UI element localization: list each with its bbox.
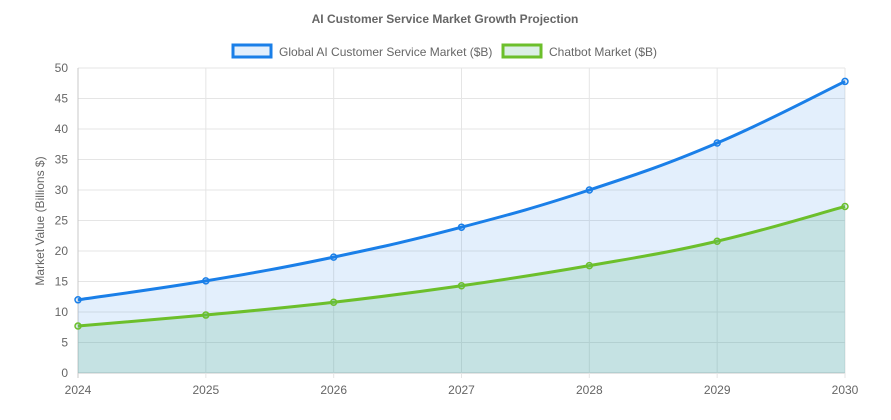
x-tick-label: 2025 [192, 383, 219, 397]
y-tick-label: 25 [55, 214, 69, 228]
grid [77, 67, 846, 378]
y-tick-label: 30 [55, 183, 69, 197]
legend-swatch-chatbot [501, 43, 543, 59]
series-line-0 [77, 80, 846, 302]
data-point[interactable] [457, 282, 466, 290]
y-tick-label: 40 [55, 122, 69, 136]
data-point[interactable] [457, 223, 466, 231]
data-point[interactable] [841, 202, 849, 211]
y-tick-label: 20 [55, 244, 69, 258]
y-tick-label: 5 [61, 336, 68, 350]
y-tick-label: 45 [55, 92, 69, 106]
data-point[interactable] [713, 139, 721, 147]
data-point[interactable] [585, 261, 594, 270]
x-tick-label: 2028 [576, 383, 603, 397]
y-tick-label: 15 [55, 275, 69, 289]
data-point[interactable] [329, 253, 338, 261]
y-tick-label: 10 [55, 305, 69, 319]
legend-item-global[interactable]: Global AI Customer Service Market ($B) [231, 43, 492, 59]
data-point[interactable] [74, 322, 82, 330]
x-tick-label: 2027 [448, 383, 475, 397]
x-tick-label: 2024 [65, 383, 92, 397]
data-point[interactable] [329, 298, 338, 306]
data-point[interactable] [202, 311, 210, 319]
x-tick-label: 2026 [320, 383, 347, 397]
legend-label-global: Global AI Customer Service Market ($B) [279, 45, 492, 59]
data-point[interactable] [202, 277, 210, 285]
legend-label-chatbot: Chatbot Market ($B) [549, 45, 657, 59]
y-tick-label: 0 [61, 366, 68, 380]
series-area-1 [78, 206, 845, 373]
y-tick-label: 35 [55, 153, 69, 167]
x-tick-label: 2030 [832, 383, 859, 397]
y-axis-label: Market Value (Billions $) [33, 156, 47, 285]
chart-title: AI Customer Service Market Growth Projec… [312, 12, 579, 26]
data-point[interactable] [585, 186, 594, 194]
legend-swatch-global [231, 43, 273, 59]
data-point[interactable] [841, 77, 849, 86]
data-point[interactable] [713, 237, 721, 245]
y-tick-label: 50 [55, 61, 69, 75]
x-axis-ticks: 2024 2025 2026 2027 2028 2029 2030 [65, 383, 859, 397]
legend: Global AI Customer Service Market ($B) C… [231, 43, 657, 59]
series-line-1 [77, 205, 846, 328]
series-points [74, 77, 849, 330]
x-tick-label: 2029 [704, 383, 731, 397]
legend-item-chatbot[interactable]: Chatbot Market ($B) [501, 43, 657, 59]
series-lines [77, 80, 846, 328]
y-axis-ticks: 0 5 10 15 20 25 30 35 40 45 50 [55, 61, 69, 380]
data-point[interactable] [74, 296, 82, 304]
